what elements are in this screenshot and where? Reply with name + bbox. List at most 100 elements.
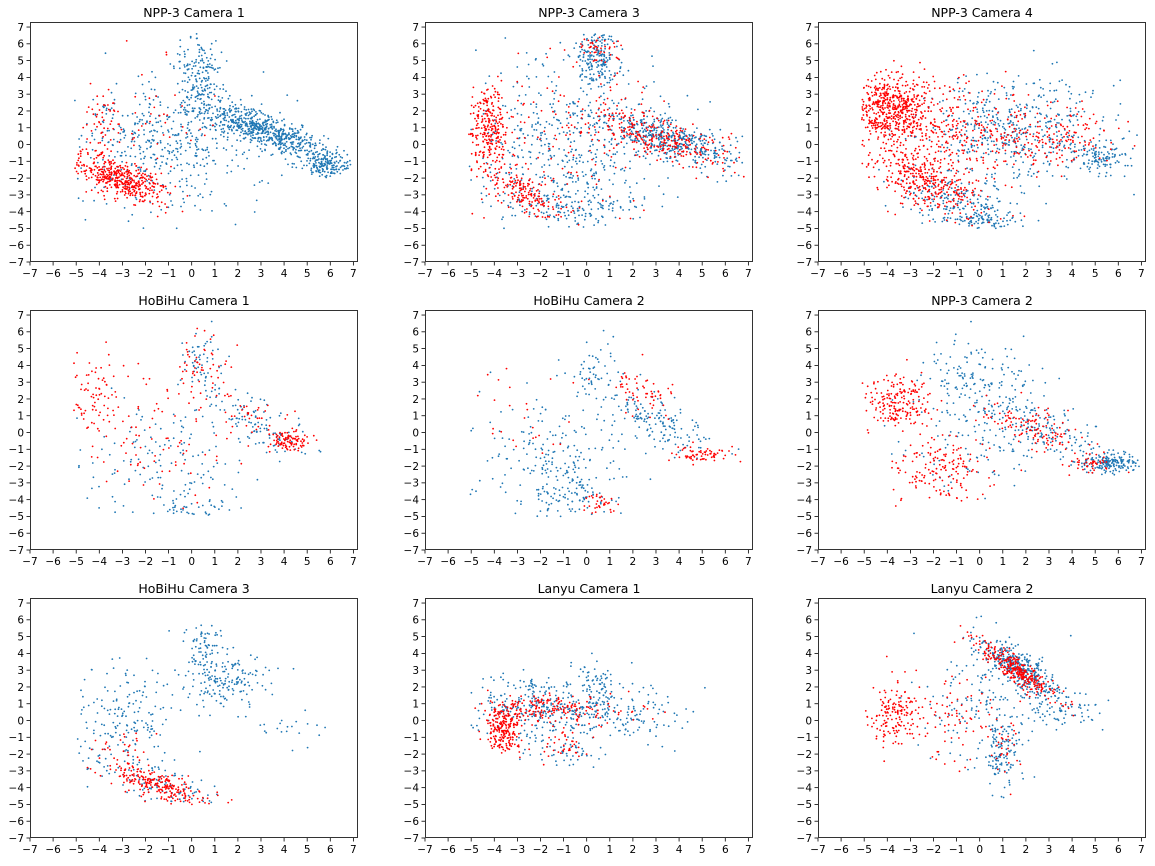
point	[133, 144, 135, 146]
point	[222, 84, 224, 86]
point	[154, 166, 156, 168]
point	[570, 172, 572, 174]
point	[125, 135, 127, 137]
point	[286, 141, 288, 143]
point	[471, 105, 473, 107]
point	[1050, 138, 1052, 140]
point	[629, 200, 631, 202]
point	[600, 83, 602, 85]
point	[692, 123, 694, 125]
point	[220, 129, 222, 131]
point	[85, 191, 87, 193]
point	[548, 148, 550, 150]
point	[536, 129, 538, 131]
x-tick-label: −7	[417, 268, 432, 280]
point	[998, 123, 1000, 125]
point	[229, 111, 231, 113]
point	[604, 99, 606, 101]
point	[179, 186, 181, 188]
point	[645, 144, 647, 146]
point	[482, 202, 484, 204]
point	[982, 110, 984, 112]
point	[668, 136, 670, 138]
point	[974, 124, 976, 126]
point	[573, 132, 575, 134]
point	[593, 55, 595, 57]
point	[529, 156, 531, 158]
point	[651, 55, 653, 57]
point	[638, 150, 640, 152]
point	[117, 111, 119, 113]
point	[1046, 101, 1048, 103]
point	[230, 109, 232, 111]
point	[1098, 176, 1100, 178]
point	[519, 190, 521, 192]
point	[517, 157, 519, 159]
point	[120, 180, 122, 182]
point	[240, 104, 242, 106]
point	[584, 190, 586, 192]
point	[974, 194, 976, 196]
point	[641, 103, 643, 105]
point	[730, 144, 732, 146]
point	[701, 172, 703, 174]
point	[604, 40, 606, 42]
point	[544, 144, 546, 146]
point	[124, 191, 126, 193]
point	[574, 220, 576, 222]
point	[236, 122, 238, 124]
point	[581, 154, 583, 156]
point	[604, 147, 606, 149]
point	[142, 192, 144, 194]
point	[1054, 119, 1056, 121]
point	[566, 132, 568, 134]
point	[164, 122, 166, 124]
point	[122, 189, 124, 191]
point	[214, 126, 216, 128]
point	[678, 151, 680, 153]
point	[552, 196, 554, 198]
point	[100, 123, 102, 125]
point	[604, 76, 606, 78]
point	[652, 116, 654, 118]
point	[533, 129, 535, 131]
point	[284, 143, 286, 145]
point	[325, 158, 327, 160]
point	[207, 64, 209, 66]
point	[512, 198, 514, 200]
point	[500, 72, 502, 74]
point	[685, 154, 687, 156]
point	[278, 138, 280, 140]
point	[1022, 161, 1024, 163]
point	[644, 129, 646, 131]
point	[96, 126, 98, 128]
point	[988, 110, 990, 112]
point	[1099, 173, 1101, 175]
point	[1088, 159, 1090, 161]
point	[111, 107, 113, 109]
point	[1014, 117, 1016, 119]
point	[80, 161, 82, 163]
point	[107, 130, 109, 132]
point	[102, 157, 104, 159]
point	[731, 160, 733, 162]
point	[1121, 153, 1123, 155]
point	[155, 159, 157, 161]
point	[568, 226, 570, 228]
point	[993, 141, 995, 143]
point	[1038, 185, 1040, 187]
point	[967, 200, 969, 202]
point	[604, 139, 606, 141]
point	[646, 147, 648, 149]
point	[527, 183, 529, 185]
point	[238, 122, 240, 124]
point	[606, 123, 608, 125]
point	[121, 161, 123, 163]
point	[609, 196, 611, 198]
point	[558, 205, 560, 207]
point	[1012, 122, 1014, 124]
point	[239, 135, 241, 137]
point	[1047, 121, 1049, 123]
point	[225, 90, 227, 92]
point	[148, 111, 150, 113]
